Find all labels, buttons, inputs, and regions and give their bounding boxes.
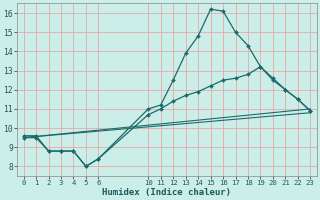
X-axis label: Humidex (Indice chaleur): Humidex (Indice chaleur) [102, 188, 231, 197]
